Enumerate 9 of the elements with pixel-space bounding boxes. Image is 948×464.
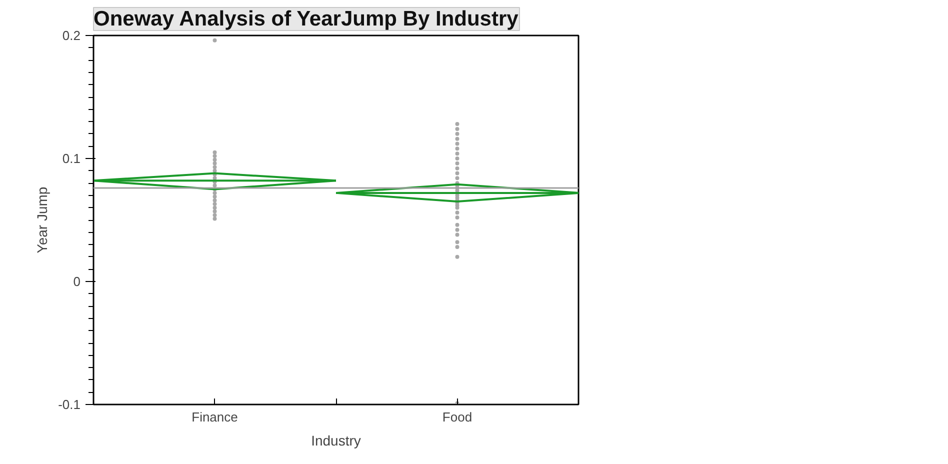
- y-tick-label: -0.1: [58, 397, 81, 412]
- y-axis-title: Year Jump: [34, 186, 50, 254]
- x-axis-title: Industry: [311, 432, 361, 448]
- y-tick-label: 0.1: [62, 151, 81, 166]
- chart-title: Oneway Analysis of YearJump By Industry: [94, 8, 519, 30]
- x-tick-label: Finance: [192, 410, 238, 424]
- y-tick-label: 0.2: [62, 28, 81, 43]
- y-tick-label: 0: [73, 274, 81, 289]
- x-tick-label: Food: [442, 410, 472, 424]
